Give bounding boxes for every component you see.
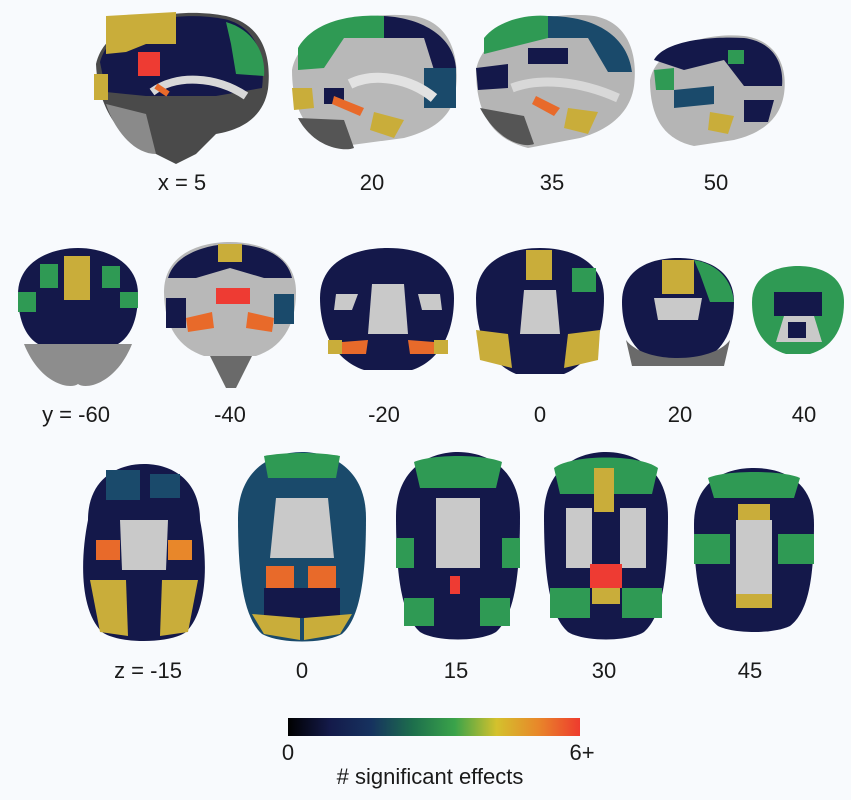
sagittal-slice-x50 [650, 35, 785, 147]
coronal-slice-y-60 [18, 248, 138, 386]
row2-label-3: 0 [533, 402, 547, 427]
axial-slice-z30 [544, 452, 668, 640]
axial-slice-z15 [396, 452, 520, 640]
row2-label-0: y = -60 [42, 402, 110, 427]
coronal-slice-y-40 [164, 242, 296, 388]
colorbar [288, 718, 580, 736]
row3-label-4: 45 [737, 658, 763, 683]
row1-label-0: x = 5 [157, 170, 207, 195]
row1-label-1: 20 [359, 170, 385, 195]
coronal-slice-y-20 [320, 248, 454, 370]
axial-slice-z-15 [83, 464, 205, 641]
axial-slice-z0 [238, 452, 366, 642]
coronal-slice-y40 [752, 266, 844, 354]
row2-label-4: 20 [667, 402, 693, 427]
row1-label-2: 35 [539, 170, 565, 195]
row2-label-5: 40 [791, 402, 817, 427]
sagittal-slice-x20 [292, 14, 457, 150]
coronal-slice-y0 [476, 248, 604, 374]
row3-label-0: z = -15 [114, 658, 182, 683]
row3-label-3: 30 [591, 658, 617, 683]
row3-label-1: 0 [295, 658, 309, 683]
row2-label-1: -40 [214, 402, 246, 427]
coronal-slice-y20 [622, 258, 734, 366]
colorbar-min-label: 0 [281, 740, 295, 765]
row1-label-3: 50 [703, 170, 729, 195]
sagittal-slice-x5 [94, 12, 269, 164]
colorbar-max-label: 6+ [569, 740, 595, 765]
colorbar-title: # significant effects [336, 764, 524, 789]
row2-label-2: -20 [368, 402, 400, 427]
row3-label-2: 15 [443, 658, 469, 683]
axial-slice-z45 [694, 468, 814, 632]
sagittal-slice-x35 [476, 14, 635, 148]
